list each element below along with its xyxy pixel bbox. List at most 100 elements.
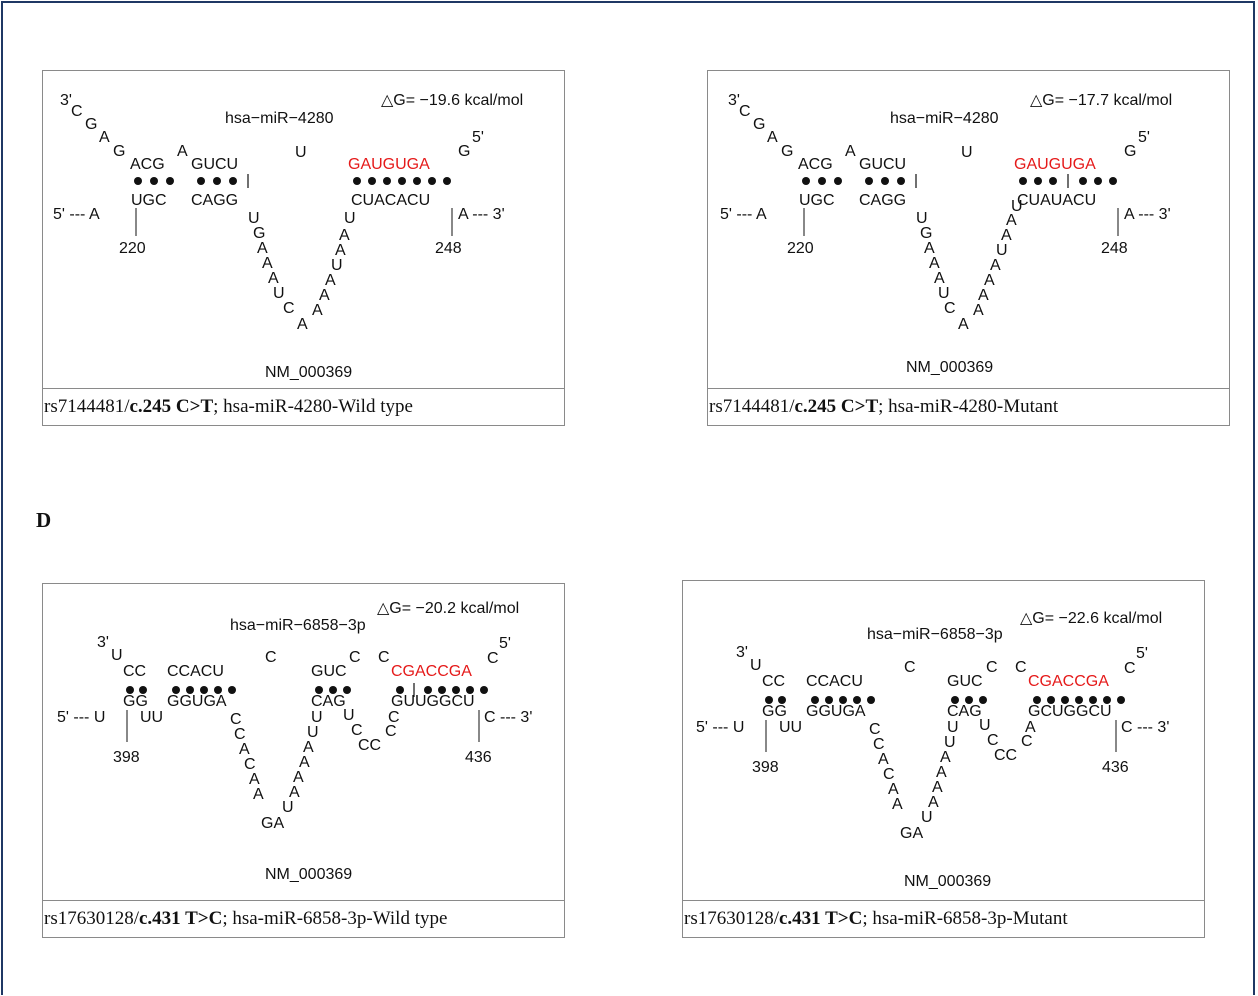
target-3prime: A --- 3' bbox=[458, 206, 505, 223]
mirna-name: hsa−miR−4280 bbox=[225, 110, 334, 127]
mirna-nt: C bbox=[71, 103, 83, 120]
transcript-id: NM_000369 bbox=[904, 873, 991, 890]
svg-text:U: U bbox=[938, 285, 950, 302]
mirna-paired: GUC bbox=[947, 673, 983, 690]
position-start: 220 bbox=[787, 240, 814, 257]
svg-text:A: A bbox=[990, 257, 1001, 274]
base-pair-dots bbox=[126, 683, 488, 697]
mirna-3prime-end: 3' bbox=[736, 644, 748, 661]
svg-text:U: U bbox=[344, 210, 356, 227]
svg-text:A: A bbox=[289, 784, 300, 801]
svg-text:C: C bbox=[385, 723, 397, 740]
svg-text:C: C bbox=[944, 300, 956, 317]
svg-text:A: A bbox=[299, 754, 310, 771]
svg-text:A: A bbox=[319, 287, 330, 304]
target-paired: GGUGA bbox=[167, 693, 227, 710]
mirna-5prime-end: 5' bbox=[499, 635, 511, 652]
target-paired: CUAUACU bbox=[1017, 192, 1096, 209]
svg-text:A: A bbox=[303, 739, 314, 756]
svg-text:U: U bbox=[248, 210, 260, 227]
svg-text:A: A bbox=[297, 316, 308, 333]
svg-text:G: G bbox=[920, 225, 932, 242]
target-paired: CUACACU bbox=[351, 192, 430, 209]
svg-text:CC: CC bbox=[358, 737, 381, 754]
svg-text:C: C bbox=[244, 756, 256, 773]
svg-text:CC: CC bbox=[994, 747, 1017, 764]
mirna-nt: G bbox=[458, 143, 470, 160]
svg-text:U: U bbox=[311, 709, 323, 726]
panel-caption: rs17630128/c.431 T>C; hsa-miR-6858-3p-Mu… bbox=[683, 900, 1204, 937]
mirna-loop: U bbox=[295, 144, 307, 161]
mirna-3prime-end: 3' bbox=[97, 634, 109, 651]
delta-g-label: △G= −20.2 kcal/mol bbox=[377, 600, 519, 617]
mirna-loop: C bbox=[265, 649, 277, 666]
mirna-nt: U bbox=[750, 657, 762, 674]
svg-text:G: G bbox=[253, 225, 265, 242]
mirna-5prime-end: 5' bbox=[1136, 645, 1148, 662]
svg-text:A: A bbox=[932, 779, 943, 796]
delta-g-label: △G= −22.6 kcal/mol bbox=[1020, 610, 1162, 627]
svg-text:A: A bbox=[1001, 227, 1012, 244]
mirna-3prime-end: 3' bbox=[60, 92, 72, 109]
svg-text:A: A bbox=[973, 302, 984, 319]
svg-text:A: A bbox=[892, 796, 903, 813]
svg-text:C: C bbox=[351, 722, 363, 739]
svg-text:A: A bbox=[293, 769, 304, 786]
mirna-5prime-end: 5' bbox=[1138, 129, 1150, 146]
svg-text:A: A bbox=[339, 227, 350, 244]
svg-text:A: A bbox=[984, 272, 995, 289]
position-end: 436 bbox=[1102, 759, 1129, 776]
seed-region: CGACCGA bbox=[391, 663, 472, 680]
target-paired: UGC bbox=[799, 192, 835, 209]
svg-text:A: A bbox=[249, 771, 260, 788]
svg-text:U: U bbox=[331, 257, 343, 274]
mirna-nt: A bbox=[767, 129, 778, 146]
target-5prime: 5' --- A bbox=[720, 206, 767, 223]
mirna-nt: G bbox=[113, 143, 125, 160]
seed-region: GAUGUGA bbox=[348, 156, 430, 173]
mirna-paired: GUC bbox=[311, 663, 347, 680]
target-5prime: 5' --- U bbox=[696, 719, 744, 736]
svg-text:U: U bbox=[996, 242, 1008, 259]
mirna-nt: G bbox=[85, 116, 97, 133]
position-end: 248 bbox=[435, 240, 462, 257]
mirna-paired: ACG bbox=[130, 156, 165, 173]
target-paired: GG bbox=[762, 703, 787, 720]
target-paired: CAG bbox=[311, 693, 346, 710]
base-pair-dots bbox=[765, 696, 1125, 704]
mirna-nt: C bbox=[986, 659, 998, 676]
svg-text:A: A bbox=[934, 270, 945, 287]
svg-text:A: A bbox=[335, 242, 346, 259]
svg-text:U: U bbox=[282, 799, 294, 816]
svg-text:C: C bbox=[987, 732, 999, 749]
transcript-id: NM_000369 bbox=[906, 359, 993, 376]
duplex-diagram: 3' C G A G ACG A GUCU U GAUGUGA G 5' hsa… bbox=[720, 92, 1172, 376]
svg-text:U: U bbox=[944, 734, 956, 751]
caption-change: c.245 C>T bbox=[794, 396, 879, 417]
mirna-paired: ACG bbox=[798, 156, 833, 173]
mirna-nt: G bbox=[753, 116, 765, 133]
target-paired: GUUGGCU bbox=[391, 693, 475, 710]
svg-text:U: U bbox=[307, 724, 319, 741]
svg-text:U: U bbox=[921, 809, 933, 826]
svg-text:A: A bbox=[929, 255, 940, 272]
target-3prime: A --- 3' bbox=[1124, 206, 1171, 223]
svg-text:C: C bbox=[873, 736, 885, 753]
svg-text:A: A bbox=[940, 749, 951, 766]
transcript-id: NM_000369 bbox=[265, 866, 352, 883]
svg-text:A: A bbox=[257, 240, 268, 257]
duplex-diagram: △G= −20.2 kcal/mol hsa−miR−6858−3p 3' U … bbox=[57, 600, 532, 883]
target-bulge: UU bbox=[779, 719, 802, 736]
caption-rest: ; hsa-miR-4280-Mutant bbox=[878, 396, 1059, 417]
mirna-nt: G bbox=[1124, 143, 1136, 160]
mirna-paired: GUCU bbox=[191, 156, 238, 173]
target-paired: GGUGA bbox=[806, 703, 866, 720]
svg-text:A: A bbox=[1006, 212, 1017, 229]
target-paired: UGC bbox=[131, 192, 167, 209]
mirna-bulge: A bbox=[177, 143, 188, 160]
svg-text:A: A bbox=[268, 270, 279, 287]
target-3prime: C --- 3' bbox=[1121, 719, 1169, 736]
panel-caption: rs17630128/c.431 T>C; hsa-miR-6858-3p-Wi… bbox=[43, 900, 564, 937]
